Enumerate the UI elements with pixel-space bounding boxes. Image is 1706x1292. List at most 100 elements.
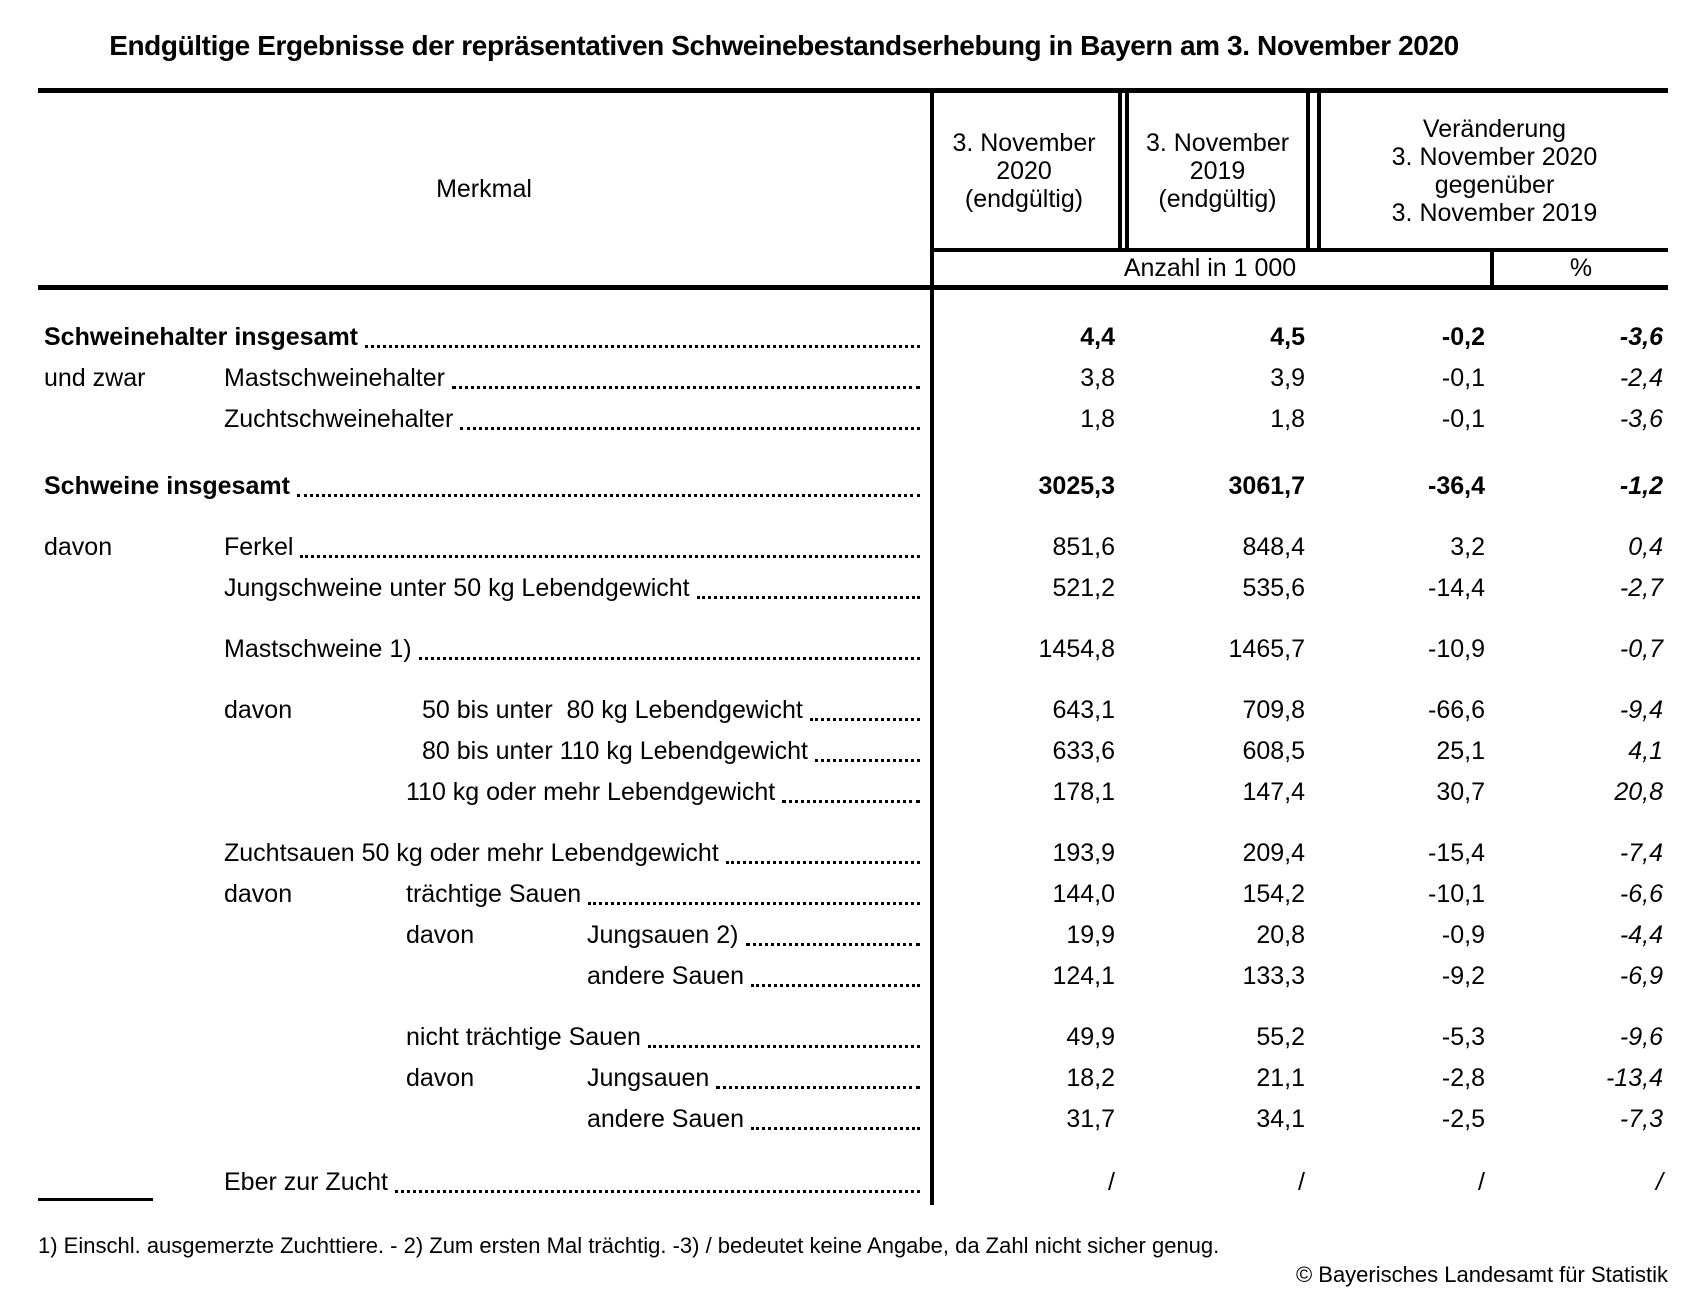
cell-percent: -6,9 [1619,962,1663,990]
cell-change: -66,6 [1428,696,1485,724]
cell-percent: / [1656,1168,1663,1196]
cell-change: 25,1 [1436,737,1485,765]
header-col-2019: 3. November 2019 (endgültig) [1125,93,1310,248]
cell-nov2020: / [1108,1168,1115,1196]
cell-percent: -0,7 [1619,635,1663,663]
cell-change: -0,9 [1441,921,1485,949]
table-row: davon Jungsauen 2) 19,9 20,8 -0,9 -4,4 [38,915,1668,956]
merkmal-cell: Jungschweine unter 50 kg Lebendgewicht [38,568,930,609]
dotted-leader [782,800,920,803]
page-title: Endgültige Ergebnisse der repräsentative… [109,30,1459,61]
row-group-gap [38,670,1668,690]
cell-change: -10,9 [1428,635,1485,663]
dotted-leader [696,596,920,599]
merkmal-cell: Mastschweine 1) [38,629,930,670]
cell-nov2020: 3025,3 [1038,472,1115,500]
row-group-gap [38,440,1668,466]
header-unit-percent: % [1569,254,1593,282]
cell-nov2019: 608,5 [1242,737,1305,765]
footnote-rule [38,1198,153,1201]
row-group-gap [38,609,1668,629]
row-group-gap [38,997,1668,1017]
table-row: andere Sauen 31,7 34,1 -2,5 -7,3 [38,1099,1668,1140]
merkmal-cell: davon Ferkel [38,527,930,568]
cell-percent: -7,4 [1619,839,1663,867]
cell-nov2020: 31,7 [1066,1105,1115,1133]
cell-percent: -3,6 [1619,405,1663,433]
cell-nov2020: 521,2 [1052,574,1115,602]
dotted-leader [365,345,920,348]
cell-nov2019: 3061,7 [1228,472,1305,500]
cell-change: -0,1 [1441,364,1485,392]
row-label: 50 bis unter 80 kg Lebendgewicht [422,696,803,724]
cell-percent: -7,3 [1619,1105,1663,1133]
merkmal-cell: und zwar Mastschweinehalter [38,358,930,399]
merkmal-cell: 80 bis unter 110 kg Lebendgewicht [38,731,930,772]
row-label: Zuchtschweinehalter [224,405,454,433]
merkmal-cell: Schweine insgesamt [38,466,930,507]
cell-nov2019: 209,4 [1242,839,1305,867]
cell-nov2020: 851,6 [1052,533,1115,561]
cell-nov2019: 1,8 [1270,405,1305,433]
cell-change: / [1478,1168,1485,1196]
cell-nov2020: 1454,8 [1038,635,1115,663]
table-row: Zuchtsauen 50 kg oder mehr Lebendgewicht… [38,833,1668,874]
cell-percent: -4,4 [1619,921,1663,949]
merkmal-cell: andere Sauen [38,956,930,997]
row-group-gap [38,507,1668,527]
merkmal-cell: davon 50 bis unter 80 kg Lebendgewicht [38,690,930,731]
row-label: Mastschweine 1) [224,635,412,663]
dotted-leader [716,1086,920,1089]
header-merkmal: Merkmal [436,174,532,203]
cell-nov2020: 4,4 [1080,323,1115,351]
cell-percent: -13,4 [1606,1064,1663,1092]
cell-change: -0,1 [1441,405,1485,433]
row-label: Ferkel [224,533,294,561]
merkmal-cell: andere Sauen [38,1099,930,1140]
cell-change: -36,4 [1428,472,1485,500]
row-label: Mastschweinehalter [224,364,445,392]
statistics-table: Merkmal 3. November 2020 (endgültig) 3. … [38,88,1668,1205]
row-label: Jungsauen 2) [587,921,739,949]
header-col-2020: 3. November 2020 (endgültig) [930,93,1122,248]
row-label: Jungsauen [587,1064,710,1092]
merkmal-cell: Eber zur Zucht [38,1162,930,1203]
cell-nov2020: 643,1 [1052,696,1115,724]
cell-change: -15,4 [1428,839,1485,867]
merkmal-cell: Schweinehalter insgesamt [38,317,930,358]
table-body: Schweinehalter insgesamt 4,4 4,5 -0,2 -3,6 un… [38,290,1668,1203]
cell-nov2019: 21,1 [1256,1064,1305,1092]
cell-change: -2,5 [1441,1105,1485,1133]
table-row: davon 50 bis unter 80 kg Lebendgewicht 643… [38,690,1668,731]
cell-nov2020: 49,9 [1066,1023,1115,1051]
cell-change: -5,3 [1441,1023,1485,1051]
cell-change: -10,1 [1428,880,1485,908]
table-row: 110 kg oder mehr Lebendgewicht 178,1 147,4… [38,772,1668,813]
row-label: 110 kg oder mehr Lebendgewicht [406,778,776,806]
row-label: nicht trächtige Sauen [406,1023,641,1051]
cell-percent: -1,2 [1619,472,1663,500]
cell-percent: -9,4 [1619,696,1663,724]
merkmal-cell: nicht trächtige Sauen [38,1017,930,1058]
table-row: Schweine insgesamt 3025,3 3061,7 -36,4 -1,2 [38,466,1668,507]
merkmal-cell: Zuchtsauen 50 kg oder mehr Lebendgewicht [38,833,930,874]
cell-change: -2,8 [1441,1064,1485,1092]
percent-separator-line [1490,248,1494,290]
table-row: davon Ferkel 851,6 848,4 3,2 0,4 [38,527,1668,568]
copyright-text: © Bayerisches Landesamt für Statistik [1295,1262,1668,1287]
row-side-label: davon [406,1064,475,1092]
cell-change: 30,7 [1436,778,1485,806]
table-row: Eber zur Zucht / / / / [38,1162,1668,1203]
header-box-bottom-rule [930,248,1668,252]
cell-percent: 0,4 [1628,533,1663,561]
cell-nov2020: 178,1 [1052,778,1115,806]
cell-percent: -6,6 [1619,880,1663,908]
cell-percent: -9,6 [1619,1023,1663,1051]
dotted-leader [588,902,920,905]
cell-nov2019: 147,4 [1242,778,1305,806]
dotted-leader [296,494,920,497]
row-group-gap [38,1140,1668,1162]
table-top-rule [38,88,1668,93]
row-side-label: davon [406,921,475,949]
